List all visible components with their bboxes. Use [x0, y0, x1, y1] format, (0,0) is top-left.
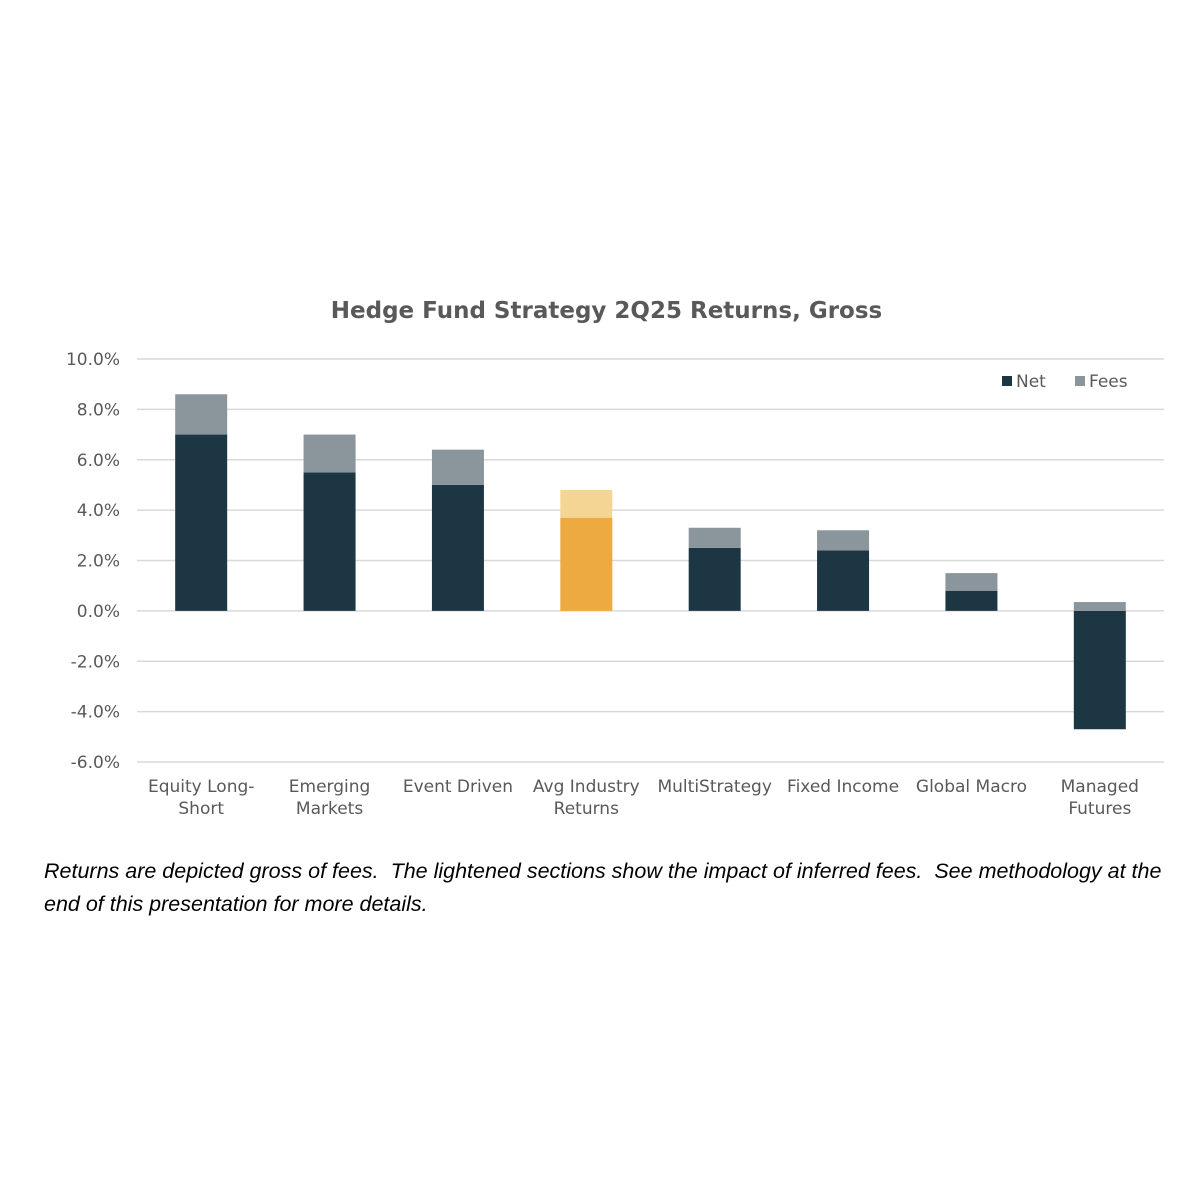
bar-net-1	[303, 472, 356, 611]
legend-label-net: Net	[1016, 372, 1046, 392]
legend-swatch-net	[1002, 376, 1012, 386]
y-axis-tick-labels: 10.0% 8.0% 6.0% 4.0% 2.0% 0.0% -2.0% -4.0% -6.0%	[66, 350, 120, 773]
x-category-label: Fixed Income	[787, 777, 899, 797]
y-tick-label: 0.0%	[77, 602, 120, 622]
bar-net-7	[1073, 610, 1126, 730]
legend: Net Fees	[1002, 372, 1128, 392]
y-tick-label: 4.0%	[77, 501, 120, 521]
y-tick-label: -4.0%	[71, 703, 120, 723]
x-category-label: Event Driven	[403, 777, 513, 797]
bar-net-2	[431, 484, 484, 611]
bar-fees-7	[1073, 602, 1126, 611]
bar-fees-1	[303, 434, 356, 473]
x-category-label: Returns	[554, 799, 619, 819]
x-category-label: Short	[178, 799, 224, 819]
bar-fees-4	[688, 527, 741, 548]
chart-caption: Returns are depicted gross of fees. The …	[44, 859, 1168, 916]
bar-net-4	[688, 547, 741, 611]
bar-fees-3	[560, 489, 613, 518]
y-tick-label: 10.0%	[66, 350, 120, 370]
y-tick-label: -2.0%	[71, 652, 120, 672]
legend-label-fees: Fees	[1089, 372, 1128, 392]
y-tick-label: 2.0%	[77, 552, 120, 572]
bar-fees-6	[945, 573, 998, 591]
bar-fees-0	[175, 394, 228, 435]
x-category-label: Markets	[296, 799, 363, 819]
bar-net-3	[560, 517, 613, 611]
y-tick-label: 8.0%	[77, 400, 120, 420]
bar-fees-2	[431, 449, 484, 485]
bar-net-0	[175, 434, 228, 611]
bar-fees-5	[817, 530, 870, 551]
x-category-label: Global Macro	[916, 777, 1027, 797]
bar-net-5	[817, 550, 870, 611]
bar-net-6	[945, 590, 998, 611]
bars	[175, 394, 1126, 730]
y-tick-label: 6.0%	[77, 451, 120, 471]
x-category-label: Managed	[1061, 777, 1139, 797]
x-category-label: MultiStrategy	[657, 777, 771, 797]
bar-chart: 10.0% 8.0% 6.0% 4.0% 2.0% 0.0% -2.0% -4.0% -6.0%…	[66, 350, 1164, 819]
x-category-label: Equity Long-	[148, 777, 254, 797]
gridlines	[137, 358, 1164, 763]
x-category-label: Futures	[1068, 799, 1131, 819]
x-category-label: Avg Industry	[533, 777, 640, 797]
legend-swatch-fees	[1075, 376, 1085, 386]
chart-title: Hedge Fund Strategy 2Q25 Returns, Gross	[330, 298, 883, 324]
y-tick-label: -6.0%	[71, 753, 120, 773]
x-category-label: Emerging	[289, 777, 371, 797]
